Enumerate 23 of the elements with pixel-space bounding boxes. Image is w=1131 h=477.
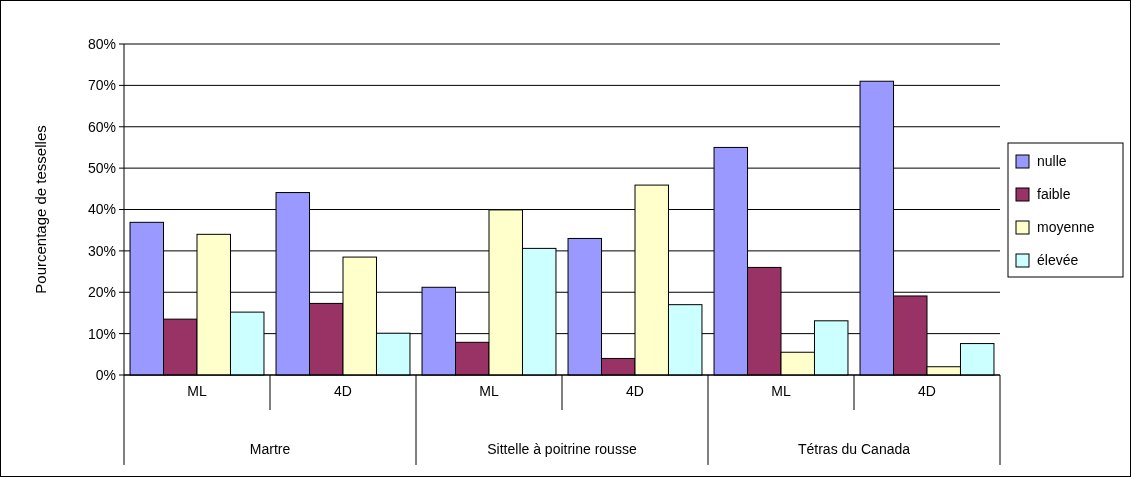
x-tick-label: ML bbox=[771, 383, 791, 399]
y-tick-label: 40% bbox=[87, 201, 116, 218]
x-tick-label: ML bbox=[479, 383, 499, 399]
text: Tétras du Canada bbox=[797, 441, 911, 457]
y-tick-label: 70% bbox=[87, 77, 116, 94]
x-tick-label: 4D bbox=[626, 383, 644, 399]
y-tick-label: 30% bbox=[87, 242, 116, 259]
y-tick-label: 10% bbox=[87, 325, 116, 342]
x-tick-label: 4D bbox=[918, 383, 936, 399]
x-tick-label: ML bbox=[187, 383, 207, 399]
y-tick-label: 60% bbox=[87, 118, 116, 135]
y-tick-label: 20% bbox=[87, 284, 116, 301]
y-tick-label: 80% bbox=[87, 35, 116, 52]
legend-label: élevée bbox=[1037, 252, 1079, 269]
y-tick-label: 0% bbox=[95, 366, 116, 383]
legend-label: nulle bbox=[1037, 153, 1067, 170]
y-axis-title: Pourcentage de tesselles bbox=[32, 125, 49, 294]
text: Sittelle à poitrine rousse bbox=[487, 441, 637, 457]
legend-label: faible bbox=[1037, 186, 1071, 203]
y-tick-label: 50% bbox=[87, 160, 116, 177]
text: Martre bbox=[249, 441, 291, 457]
x-tick-label: 4D bbox=[334, 383, 352, 399]
legend-label: moyenne bbox=[1037, 219, 1095, 236]
